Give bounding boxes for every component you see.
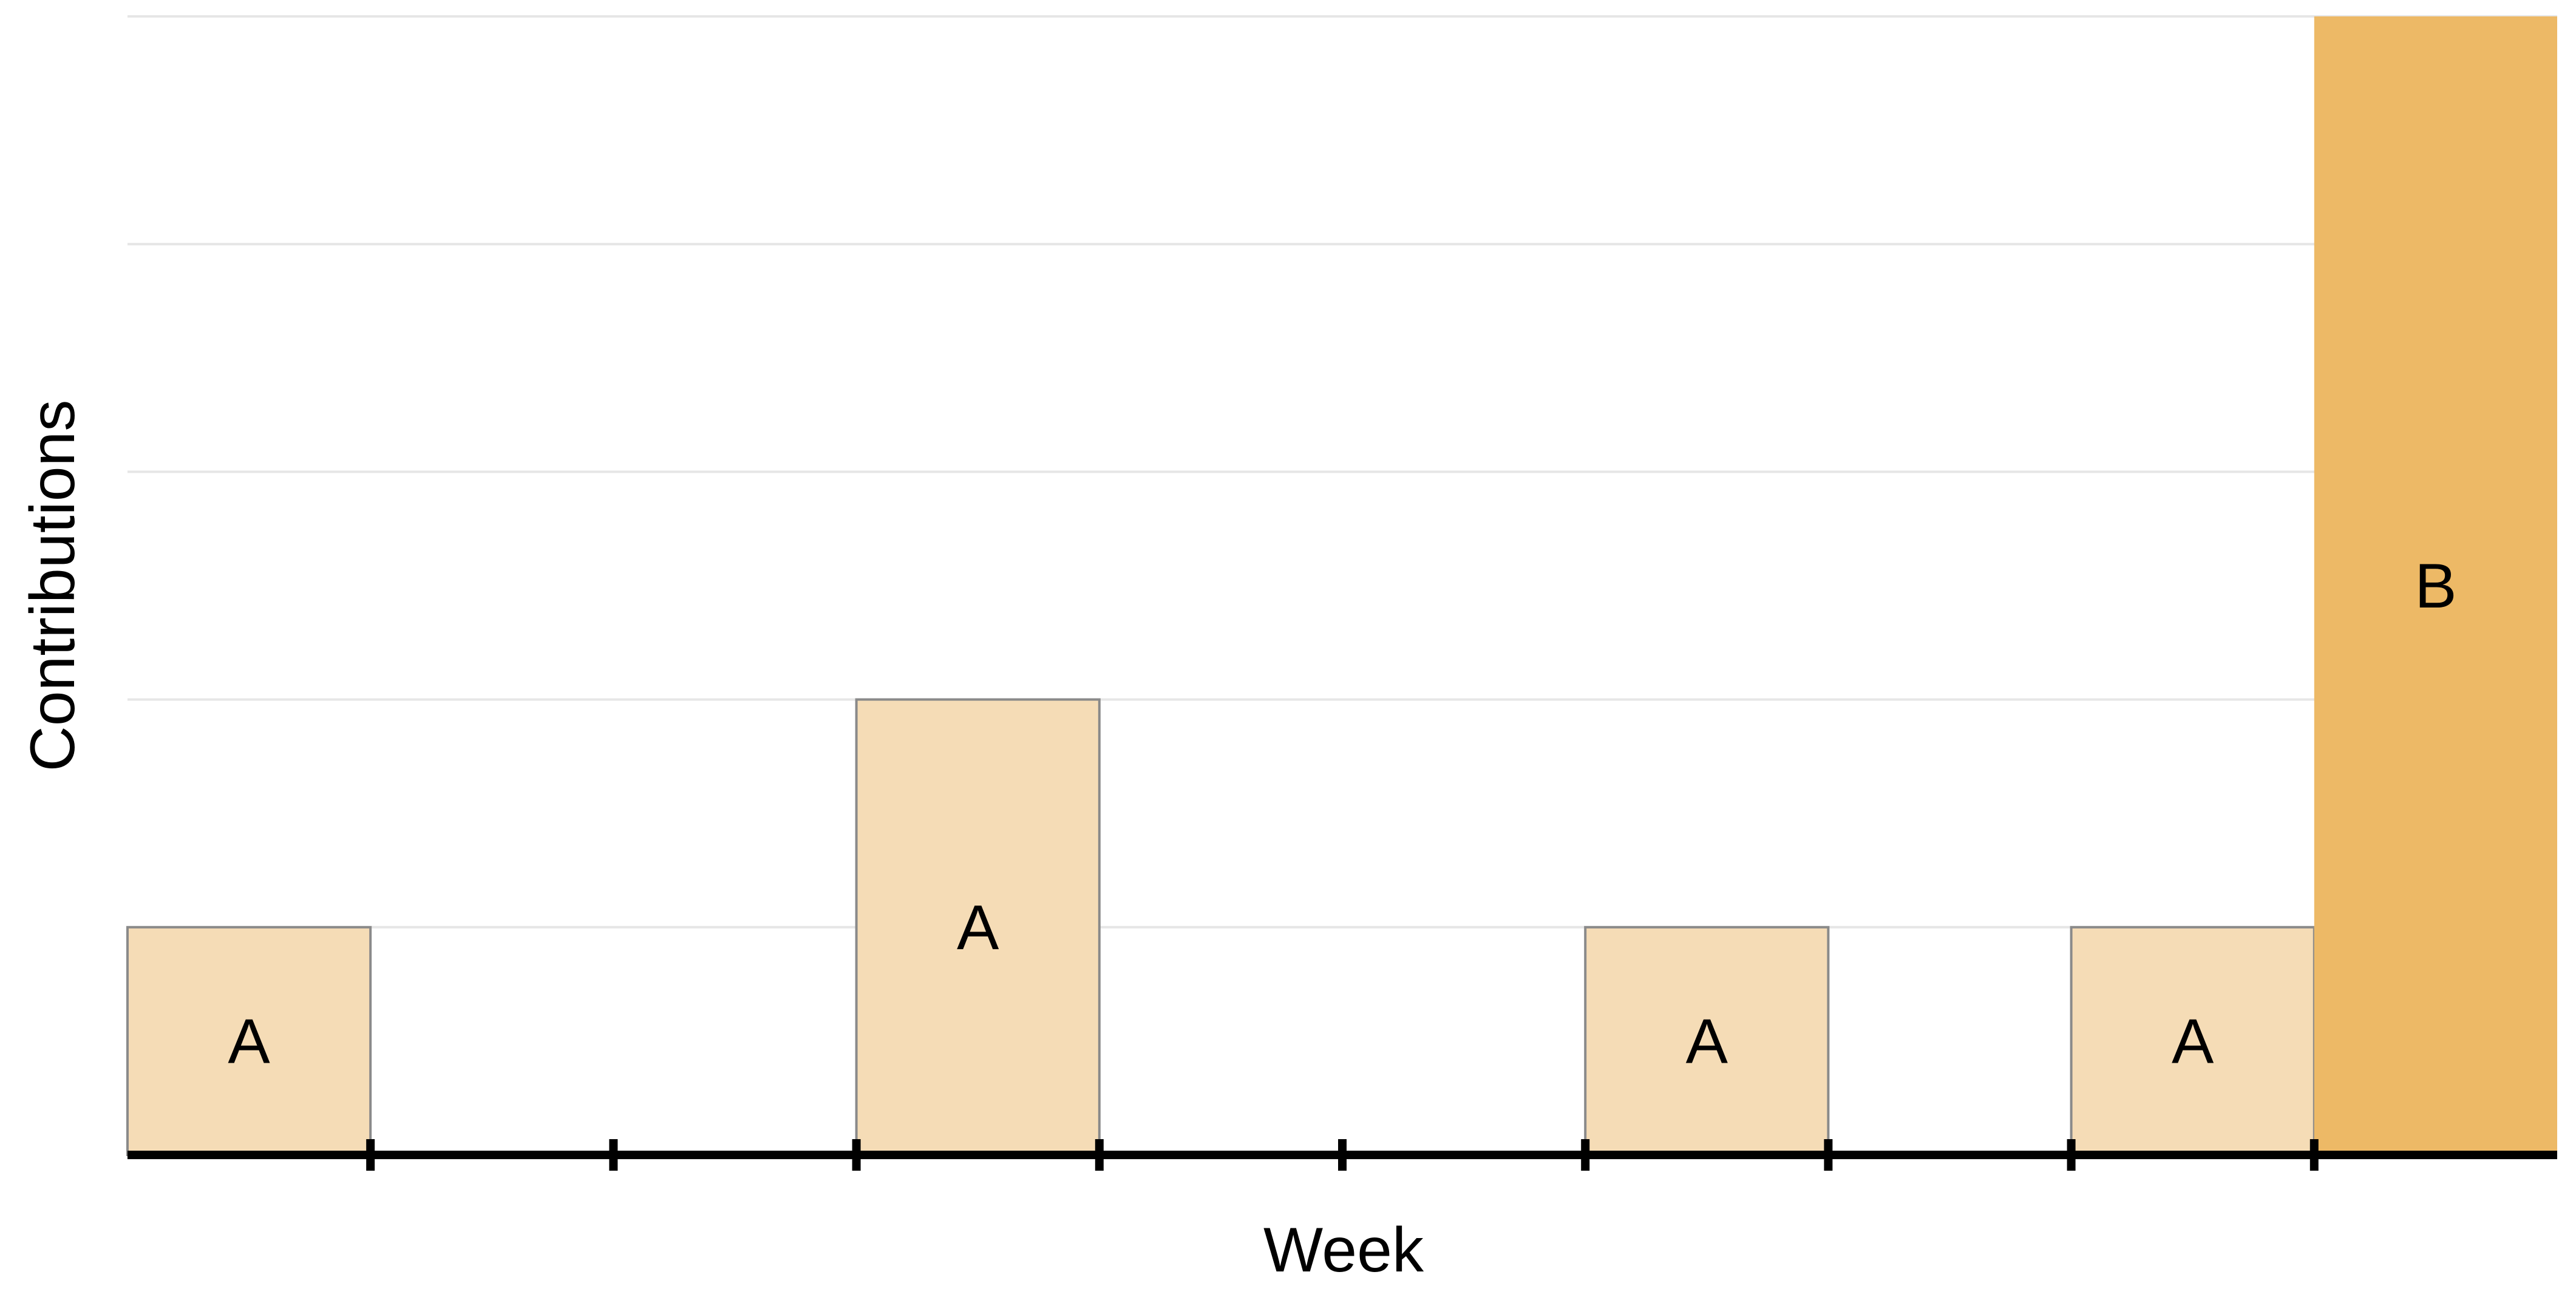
bar-5	[2314, 16, 2557, 1155]
x-axis-title: Week	[1263, 1215, 1424, 1285]
bar-label-1: A	[228, 1006, 270, 1077]
bars: A A A A B	[126, 16, 2557, 1157]
bar-4	[2070, 926, 2316, 1157]
bar-1	[126, 926, 372, 1157]
x-axis	[127, 1139, 2557, 1171]
bar-label-3: A	[1686, 1006, 1728, 1077]
bar-label-2: A	[957, 893, 999, 963]
bar-label-4: A	[2172, 1006, 2214, 1077]
bar-3	[1584, 926, 1830, 1157]
grid	[127, 15, 2557, 929]
bar-label-5: B	[2415, 551, 2456, 621]
y-axis-title: Contributions	[18, 400, 88, 772]
